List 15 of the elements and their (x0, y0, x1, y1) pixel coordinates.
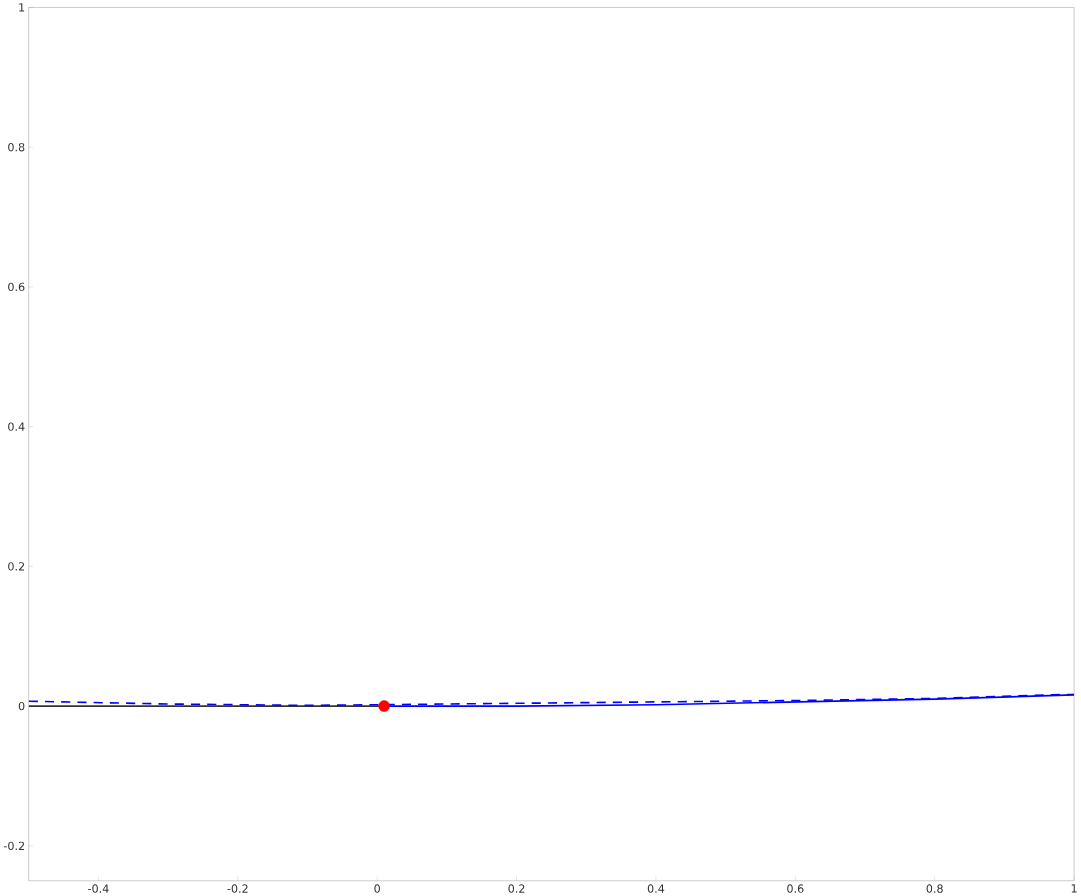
x-tick-label: 1 (1071, 884, 1077, 893)
y-tick-label: 0.4 (8, 422, 25, 431)
x-tick-label: 0.6 (787, 884, 804, 893)
y-tick-label: 0.8 (8, 142, 25, 152)
y-tick-label: 0.6 (8, 282, 25, 292)
y-tick-label: 1 (19, 3, 25, 12)
y-tick-label: 0.2 (8, 562, 25, 571)
y-tick-label: 0 (18, 701, 25, 711)
x-tick-label: 0.2 (508, 884, 525, 893)
x-tick-label: 0.4 (647, 884, 665, 893)
x-tick-label: -0.2 (227, 884, 248, 893)
x-tick-label: 0.8 (926, 884, 943, 893)
x-tick-label: -0.4 (88, 884, 109, 893)
x-tick-label: 0 (374, 884, 380, 893)
y-tick-label: -0.2 (3, 841, 25, 850)
